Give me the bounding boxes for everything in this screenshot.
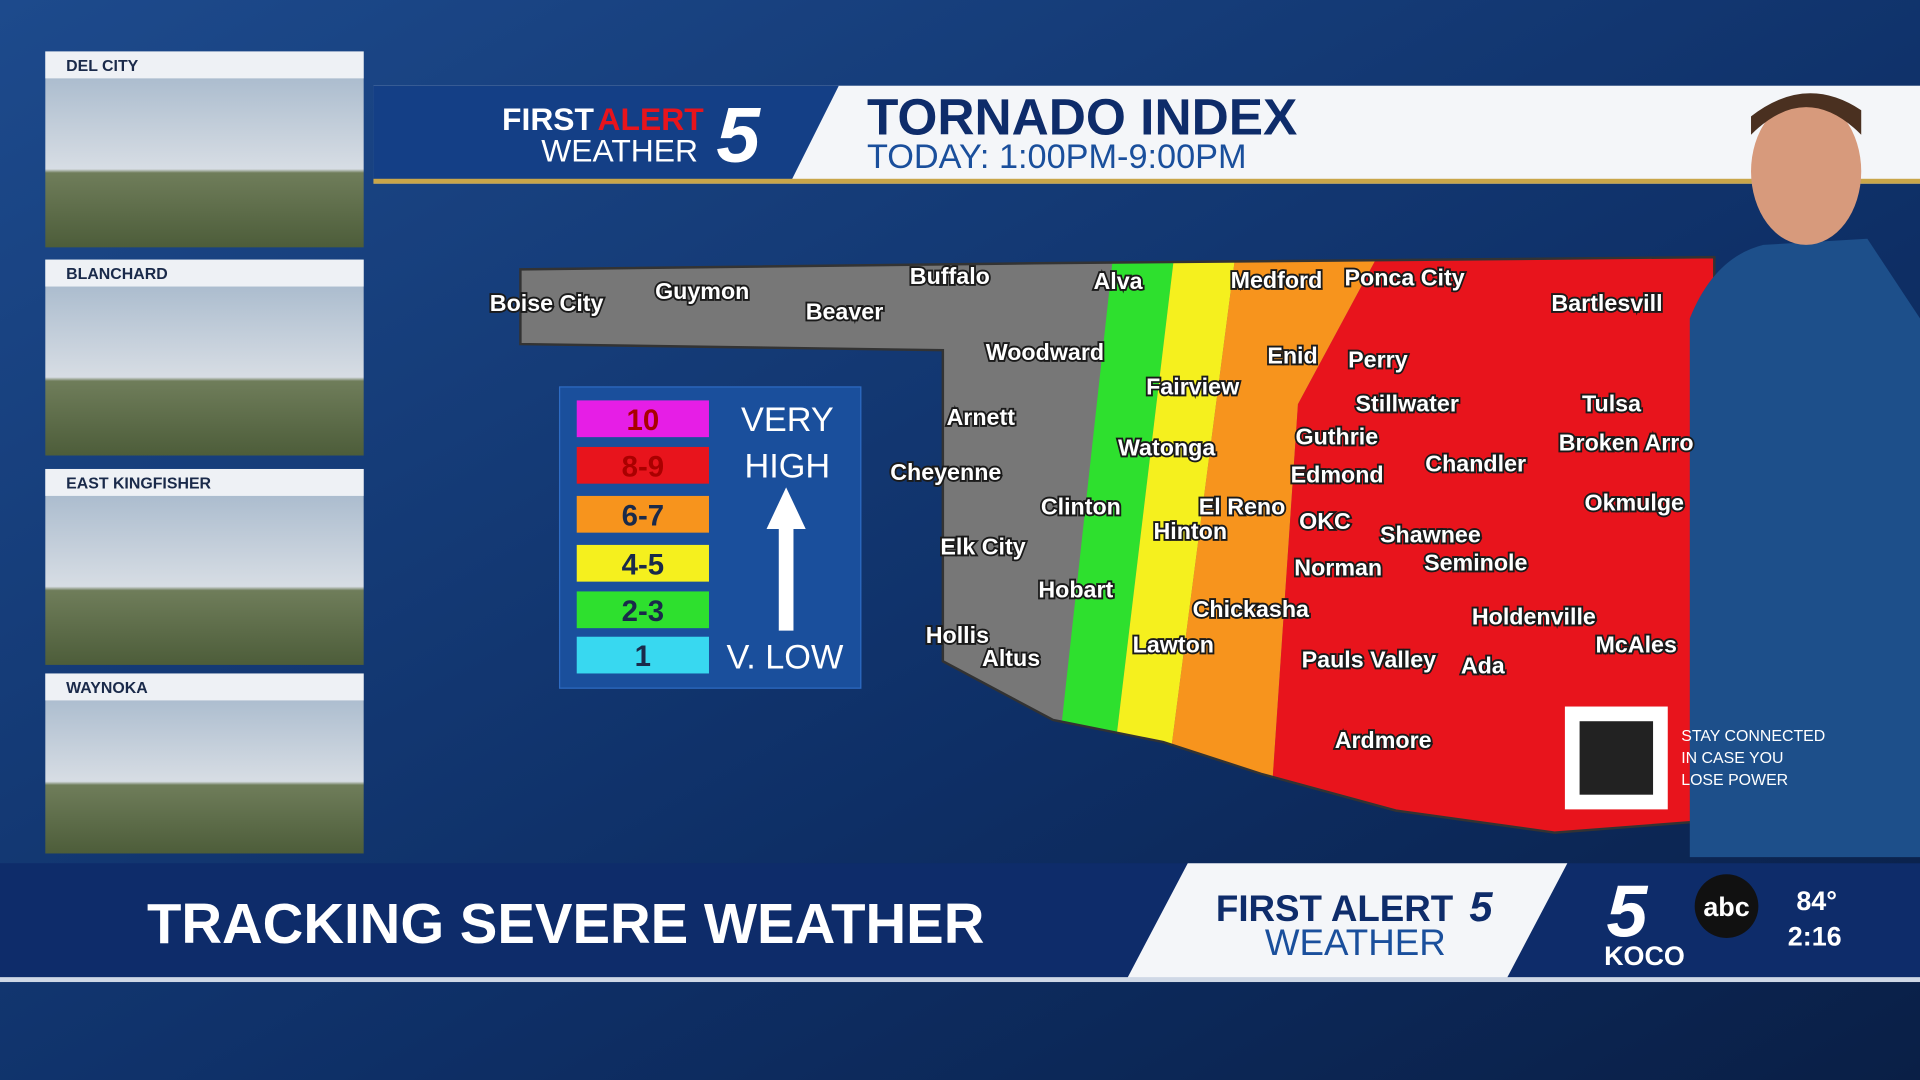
city-label: Chickasha — [1193, 596, 1310, 622]
legend-label: 10 — [627, 404, 660, 437]
city-label: Woodward — [986, 339, 1104, 365]
legend-label: 6-7 — [622, 499, 664, 532]
camera-label: WAYNOKA — [66, 680, 148, 697]
legend-top: HIGH — [745, 448, 831, 486]
subtitle: TODAY: 1:00PM-9:00PM — [867, 138, 1247, 176]
legend-bottom: V. LOW — [726, 639, 843, 677]
city-label: Altus — [982, 645, 1040, 671]
city-label: Arnett — [947, 404, 1016, 430]
lower-brand: FIRST ALERT — [1216, 888, 1454, 929]
legend-swatch — [576, 495, 709, 533]
camera-label: DEL CITY — [66, 58, 139, 75]
city-label: Enid — [1267, 343, 1317, 369]
header-bar — [373, 85, 1920, 184]
city-label: McAles — [1596, 632, 1677, 658]
camera-panel — [45, 51, 364, 854]
qr-pattern — [1579, 721, 1654, 795]
city-label: Stillwater — [1356, 390, 1459, 416]
camera-label: BLANCHARD — [66, 266, 168, 283]
city-label: El Reno — [1199, 493, 1286, 519]
city-label: Tulsa — [1582, 390, 1642, 416]
legend-top: VERY — [741, 401, 834, 439]
city-label: Buffalo — [910, 263, 990, 289]
legend-swatch — [576, 636, 709, 674]
legend-label: 1 — [635, 640, 651, 673]
logo-number: 5 — [1607, 870, 1649, 953]
city-label: Watonga — [1118, 435, 1216, 461]
city-label: Lawton — [1133, 632, 1214, 658]
city-label: Ponca City — [1344, 264, 1464, 290]
city-label: Ada — [1461, 652, 1506, 678]
city-label: Holdenville — [1472, 603, 1596, 629]
legend-swatch — [576, 446, 709, 484]
city-label: Alva — [1093, 268, 1143, 294]
city-label: Seminole — [1424, 550, 1527, 576]
time: 2:16 — [1788, 921, 1842, 951]
legend-swatch — [576, 591, 709, 629]
brand-first: FIRST — [502, 101, 594, 137]
city-label: Chandler — [1425, 450, 1526, 476]
city-label: OKC — [1299, 508, 1351, 534]
city-label: Hollis — [926, 622, 989, 648]
city-label: Ardmore — [1335, 727, 1432, 753]
station: KOCO — [1604, 941, 1685, 971]
network: abc — [1703, 892, 1749, 922]
lower-brand-number: 5 — [1469, 883, 1493, 930]
city-label: Perry — [1348, 346, 1408, 372]
lower-brand: WEATHER — [1265, 922, 1446, 963]
brand-weather: WEATHER — [541, 133, 698, 169]
city-label: Pauls Valley — [1302, 646, 1436, 672]
title: TORNADO INDEX — [867, 88, 1297, 146]
city-label: Bartlesvill — [1551, 290, 1662, 316]
city-label: Hobart — [1038, 577, 1113, 603]
city-label: Beaver — [806, 299, 884, 325]
city-label: Guymon — [655, 278, 749, 304]
city-label: Shawnee — [1380, 521, 1481, 547]
qr-text: LOSE POWER — [1681, 772, 1788, 789]
legend-arrow — [766, 487, 806, 631]
city-label: Norman — [1294, 555, 1382, 581]
legend-swatch — [576, 544, 709, 582]
city-label: Elk City — [940, 534, 1025, 560]
legend-label: 8-9 — [622, 450, 664, 483]
state-outline — [519, 255, 1716, 834]
city-label: Cheyenne — [890, 459, 1001, 485]
city-label: Medford — [1231, 267, 1323, 293]
qr-text: IN CASE YOU — [1681, 750, 1783, 767]
camera-label-bar — [45, 51, 364, 79]
temperature: 84° — [1796, 886, 1837, 916]
camera-label: EAST KINGFISHER — [66, 476, 211, 493]
presenter — [1689, 93, 1920, 858]
city-label: Guthrie — [1296, 423, 1379, 449]
camera-label-bar — [45, 673, 364, 701]
legend-label: 4-5 — [622, 548, 664, 581]
city-label: Edmond — [1291, 461, 1384, 487]
lower-third — [0, 863, 1920, 983]
camera-label-bar — [45, 259, 364, 287]
brand-number: 5 — [716, 91, 761, 179]
camera-label-bar — [45, 468, 364, 496]
city-label: Fairview — [1146, 373, 1240, 399]
legend-label: 2-3 — [622, 595, 664, 628]
legend-swatch — [576, 400, 709, 438]
brand-alert: ALERT — [598, 101, 705, 137]
qr-text: STAY CONNECTED — [1681, 728, 1825, 745]
city-label: Clinton — [1041, 493, 1121, 519]
headline: TRACKING SEVERE WEATHER — [147, 892, 984, 955]
city-label: Okmulge — [1584, 490, 1684, 516]
network-logo — [1694, 874, 1759, 938]
city-label: Boise City — [490, 290, 604, 316]
city-label: Broken Arro — [1559, 430, 1694, 456]
city-label: Hinton — [1153, 518, 1227, 544]
